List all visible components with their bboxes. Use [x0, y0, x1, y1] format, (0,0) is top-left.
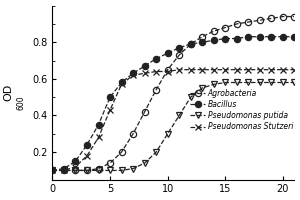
Pseudomonas Stutzeri: [108, 109, 112, 111]
Pseudomonas putida: [258, 81, 262, 84]
Bacillus: [143, 65, 146, 67]
Pseudomonas Stutzeri: [281, 68, 285, 71]
Pseudomonas Stutzeri: [212, 68, 216, 71]
Pseudomonas Stutzeri: [51, 169, 54, 172]
Bacillus: [235, 37, 238, 40]
Agrobacteria: [189, 43, 193, 45]
Pseudomonas Stutzeri: [143, 72, 146, 75]
Bacillus: [292, 35, 296, 38]
Legend: Agrobacteria, Bacillus, Pseudomonas putida, Pseudomonas Stutzeri: Agrobacteria, Bacillus, Pseudomonas puti…: [190, 89, 293, 131]
Pseudomonas putida: [85, 169, 89, 172]
Pseudomonas putida: [120, 169, 123, 172]
Bacillus: [224, 37, 227, 40]
Bacillus: [97, 123, 100, 126]
Line: Pseudomonas Stutzeri: Pseudomonas Stutzeri: [49, 67, 298, 174]
Agrobacteria: [224, 26, 227, 29]
Bacillus: [200, 41, 204, 43]
Pseudomonas putida: [62, 169, 66, 172]
Agrobacteria: [281, 15, 285, 18]
Agrobacteria: [166, 68, 169, 71]
Agrobacteria: [131, 133, 135, 135]
Bacillus: [212, 39, 216, 42]
Bacillus: [85, 144, 89, 146]
Pseudomonas Stutzeri: [270, 68, 273, 71]
Bacillus: [247, 35, 250, 38]
Agrobacteria: [51, 169, 54, 172]
Pseudomonas putida: [166, 133, 169, 135]
Pseudomonas putida: [108, 169, 112, 172]
Agrobacteria: [85, 169, 89, 172]
Agrobacteria: [212, 30, 216, 32]
Pseudomonas Stutzeri: [224, 68, 227, 71]
Pseudomonas putida: [235, 81, 238, 84]
Pseudomonas Stutzeri: [200, 68, 204, 71]
Line: Pseudomonas putida: Pseudomonas putida: [49, 79, 298, 174]
Pseudomonas putida: [247, 81, 250, 84]
Pseudomonas putida: [74, 169, 77, 172]
Agrobacteria: [258, 19, 262, 21]
Pseudomonas putida: [143, 162, 146, 164]
Text: 600: 600: [16, 96, 26, 110]
Bacillus: [166, 52, 169, 54]
Pseudomonas putida: [224, 81, 227, 84]
Pseudomonas putida: [292, 81, 296, 84]
Pseudomonas Stutzeri: [97, 136, 100, 139]
Agrobacteria: [120, 151, 123, 153]
Agrobacteria: [97, 167, 100, 170]
Pseudomonas Stutzeri: [189, 68, 193, 71]
Bacillus: [108, 96, 112, 98]
Pseudomonas Stutzeri: [74, 166, 77, 168]
Agrobacteria: [143, 111, 146, 113]
Bacillus: [270, 35, 273, 38]
Pseudomonas Stutzeri: [177, 68, 181, 71]
Pseudomonas Stutzeri: [131, 74, 135, 76]
Pseudomonas putida: [189, 96, 193, 98]
Pseudomonas Stutzeri: [154, 70, 158, 73]
Pseudomonas putida: [97, 169, 100, 172]
Agrobacteria: [154, 89, 158, 91]
Pseudomonas putida: [154, 151, 158, 153]
Pseudomonas putida: [131, 167, 135, 170]
Agrobacteria: [74, 169, 77, 172]
Agrobacteria: [200, 35, 204, 38]
Bacillus: [177, 46, 181, 49]
Bacillus: [51, 169, 54, 172]
Bacillus: [74, 160, 77, 162]
Agrobacteria: [270, 17, 273, 20]
Bacillus: [189, 43, 193, 45]
Pseudomonas Stutzeri: [258, 68, 262, 71]
Pseudomonas Stutzeri: [235, 68, 238, 71]
Line: Agrobacteria: Agrobacteria: [49, 13, 298, 174]
Bacillus: [131, 72, 135, 75]
Agrobacteria: [108, 162, 112, 164]
Agrobacteria: [247, 21, 250, 23]
Pseudomonas Stutzeri: [247, 68, 250, 71]
Bacillus: [281, 35, 285, 38]
Line: Bacillus: Bacillus: [49, 34, 298, 174]
Pseudomonas putida: [212, 83, 216, 86]
Agrobacteria: [292, 15, 296, 18]
Agrobacteria: [177, 54, 181, 56]
Pseudomonas Stutzeri: [292, 68, 296, 71]
Bacillus: [120, 81, 123, 84]
Agrobacteria: [235, 23, 238, 25]
Bacillus: [258, 35, 262, 38]
Bacillus: [62, 167, 66, 170]
Pseudomonas Stutzeri: [166, 70, 169, 73]
Pseudomonas Stutzeri: [85, 155, 89, 157]
Pseudomonas Stutzeri: [62, 169, 66, 172]
Pseudomonas putida: [270, 81, 273, 84]
Pseudomonas putida: [281, 81, 285, 84]
Pseudomonas putida: [177, 114, 181, 117]
Bacillus: [154, 57, 158, 60]
Pseudomonas putida: [200, 87, 204, 89]
Pseudomonas Stutzeri: [120, 83, 123, 86]
Pseudomonas putida: [51, 169, 54, 172]
Text: OD: OD: [4, 84, 14, 101]
Agrobacteria: [62, 169, 66, 172]
